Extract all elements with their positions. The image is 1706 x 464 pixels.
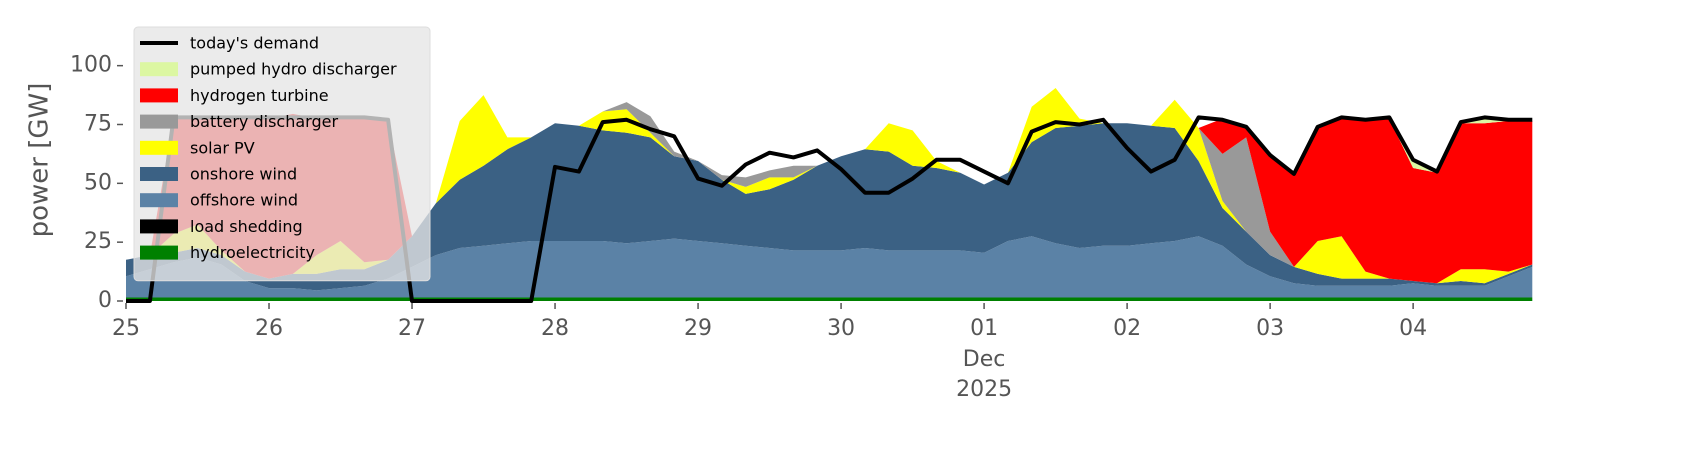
x-month-label: Dec bbox=[963, 347, 1006, 372]
legend-label: today's demand bbox=[190, 34, 319, 53]
legend-label: hydrogen turbine bbox=[190, 86, 329, 105]
legend-box bbox=[133, 26, 431, 282]
legend-swatch bbox=[140, 167, 178, 181]
x-year-label: 2025 bbox=[956, 377, 1012, 402]
x-tick-label: 25 bbox=[112, 316, 140, 341]
legend-swatch bbox=[140, 140, 178, 155]
legend-label: hydroelectricity bbox=[190, 243, 315, 262]
area bbox=[126, 297, 1533, 301]
x-tick-label: 29 bbox=[684, 316, 712, 341]
area bbox=[126, 236, 1533, 298]
area bbox=[126, 123, 1533, 291]
legend-swatch bbox=[140, 193, 178, 208]
x-tick-label: 02 bbox=[1113, 316, 1141, 341]
y-tick-label: 100 bbox=[70, 53, 112, 78]
x-tick-label: 03 bbox=[1256, 316, 1284, 341]
legend-label: onshore wind bbox=[190, 165, 297, 184]
x-tick-label: 01 bbox=[970, 316, 998, 341]
legend-label: battery discharger bbox=[190, 112, 338, 131]
y-axis-label: power [GW] bbox=[25, 83, 55, 238]
area bbox=[126, 88, 1533, 284]
x-tick-label: 28 bbox=[541, 316, 569, 341]
y-tick-label: 75 bbox=[84, 111, 112, 136]
y-tick-label: 0 bbox=[98, 288, 112, 313]
legend-label: offshore wind bbox=[190, 191, 298, 210]
x-tick-label: 27 bbox=[398, 316, 426, 341]
y-tick-label: 50 bbox=[84, 170, 112, 195]
legend: today's demand pumped hydro discharger hyd… bbox=[133, 26, 431, 282]
legend-swatch bbox=[140, 114, 178, 129]
x-tick-label: 04 bbox=[1399, 316, 1427, 341]
legend-swatch bbox=[140, 245, 178, 260]
legend-swatch bbox=[140, 219, 178, 234]
legend-swatch bbox=[140, 88, 178, 103]
legend-label: load shedding bbox=[190, 217, 303, 236]
legend-label: solar PV bbox=[190, 138, 255, 157]
legend-label: pumped hydro discharger bbox=[190, 60, 397, 79]
x-tick-label: 26 bbox=[255, 316, 283, 341]
y-tick-label: 25 bbox=[84, 229, 112, 254]
legend-swatch bbox=[140, 62, 178, 77]
area bbox=[126, 88, 1533, 284]
x-tick-label: 30 bbox=[827, 316, 855, 341]
